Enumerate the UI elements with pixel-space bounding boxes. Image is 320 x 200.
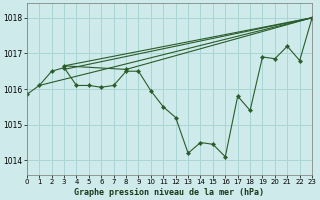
X-axis label: Graphe pression niveau de la mer (hPa): Graphe pression niveau de la mer (hPa) [75, 188, 265, 197]
